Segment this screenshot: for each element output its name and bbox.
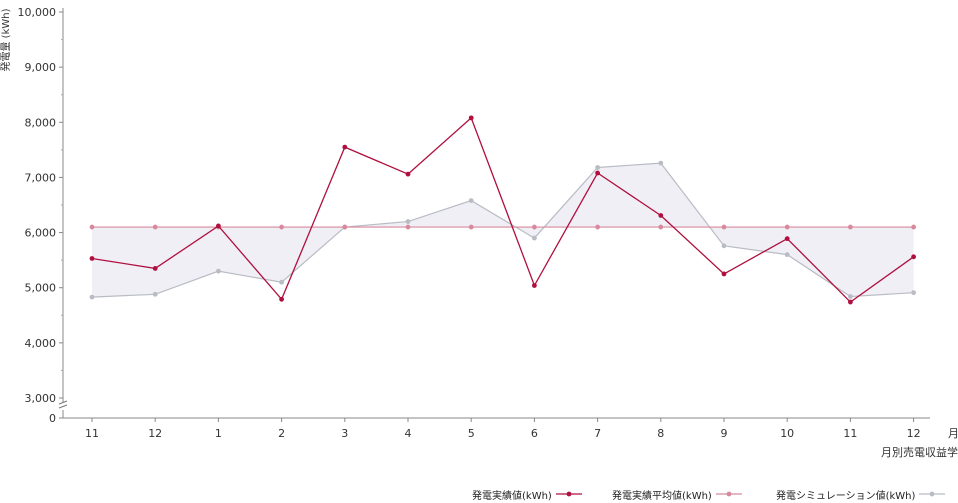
data-point-simulation[interactable] <box>721 243 727 249</box>
data-point-average[interactable] <box>848 224 853 230</box>
x-tick-label: 5 <box>468 427 475 440</box>
x-unit-label: 月 <box>948 427 958 440</box>
data-point-average[interactable] <box>784 224 790 230</box>
legend-item-simulation[interactable]: 発電シミュレーション値(kWh) <box>776 487 946 502</box>
x-axis-label: 月別売電収益学 <box>881 445 958 459</box>
x-tick-label: 7 <box>594 427 601 440</box>
data-point-simulation[interactable] <box>848 294 853 299</box>
x-tick-label: 2 <box>278 427 285 440</box>
data-point-simulation[interactable] <box>784 252 790 258</box>
y-tick-label: 7,000 <box>25 171 57 184</box>
data-point-simulation[interactable] <box>216 268 221 274</box>
data-point-actual[interactable] <box>784 236 790 242</box>
data-point-actual[interactable] <box>911 254 916 260</box>
data-point-actual[interactable] <box>342 144 348 150</box>
data-point-actual[interactable] <box>152 266 158 271</box>
y-tick-label: 4,000 <box>25 337 57 350</box>
data-point-average[interactable] <box>279 224 284 230</box>
data-point-actual[interactable] <box>848 299 853 305</box>
y-tick-label: 0 <box>49 412 56 425</box>
data-point-average[interactable] <box>342 224 348 230</box>
data-point-simulation[interactable] <box>911 290 916 296</box>
data-point-actual[interactable] <box>405 171 411 177</box>
data-point-actual[interactable] <box>279 296 284 302</box>
data-point-average[interactable] <box>532 224 537 230</box>
x-tick-label: 6 <box>531 427 538 440</box>
data-point-actual[interactable] <box>89 256 95 261</box>
data-point-average[interactable] <box>89 224 95 230</box>
series-line-simulation <box>91 162 914 298</box>
y-tick-label: 8,000 <box>25 116 57 129</box>
legend-marker-simulation <box>919 491 946 497</box>
legend-label-actual: 発電実績値(kWh) <box>472 490 552 502</box>
data-point-simulation[interactable] <box>532 235 537 241</box>
difference-band <box>92 163 914 298</box>
x-tick-label: 8 <box>657 427 664 440</box>
data-point-simulation[interactable] <box>658 160 664 166</box>
data-point-average[interactable] <box>658 224 664 230</box>
data-point-average[interactable] <box>721 224 727 230</box>
y-tick-label: 10,000 <box>18 6 57 19</box>
y-tick-label: 6,000 <box>25 227 57 240</box>
series-actual <box>89 115 916 305</box>
y-tick-label: 9,000 <box>25 61 57 74</box>
x-tick-label: 11 <box>85 427 99 440</box>
legend-label-simulation: 発電シミュレーション値(kWh) <box>776 490 916 502</box>
y-tick-label: 3,000 <box>25 392 57 405</box>
series <box>89 115 916 305</box>
data-point-simulation[interactable] <box>152 291 158 297</box>
x-tick-label: 9 <box>721 427 728 440</box>
data-point-actual[interactable] <box>468 115 474 121</box>
x-tick-label: 4 <box>405 427 412 440</box>
data-point-average[interactable] <box>405 224 411 230</box>
legend-marker-actual <box>555 491 582 497</box>
data-point-average[interactable] <box>595 224 600 230</box>
y-axis-label: 発電量 (kWh) <box>0 8 12 71</box>
axes: 10,000 9,000 8,000 7,000 6,000 5,000 4,000 3,00… <box>18 6 930 440</box>
legend-item-actual[interactable]: 発電実績値(kWh) <box>472 487 582 502</box>
data-point-actual[interactable] <box>595 170 600 176</box>
data-point-simulation[interactable] <box>279 279 284 285</box>
x-tick-label: 12 <box>907 427 921 440</box>
data-point-average[interactable] <box>152 224 158 230</box>
data-point-simulation[interactable] <box>595 165 600 170</box>
legend-item-average[interactable]: 発電実績平均値(kWh) <box>612 487 742 502</box>
x-tick-label: 3 <box>341 427 348 440</box>
axis-break-mark <box>58 400 68 409</box>
data-point-simulation[interactable] <box>405 219 411 224</box>
series-line-actual <box>91 116 914 303</box>
data-point-average[interactable] <box>468 224 474 230</box>
difference-area <box>92 163 914 298</box>
data-point-actual[interactable] <box>721 271 727 277</box>
data-point-simulation[interactable] <box>468 198 474 203</box>
legend-label-average: 発電実績平均値(kWh) <box>612 490 712 502</box>
legend-marker-average <box>715 491 742 497</box>
x-tick-label: 10 <box>780 427 794 440</box>
data-point-actual[interactable] <box>532 283 537 288</box>
x-tick-label: 1 <box>215 427 222 440</box>
x-tick-label: 11 <box>843 427 857 440</box>
y-tick-label: 5,000 <box>25 282 57 295</box>
data-point-simulation[interactable] <box>89 294 95 300</box>
series-average <box>89 224 916 230</box>
data-point-actual[interactable] <box>658 213 664 218</box>
data-point-average[interactable] <box>911 224 916 230</box>
x-tick-label: 12 <box>148 427 162 440</box>
data-point-actual[interactable] <box>216 223 221 229</box>
